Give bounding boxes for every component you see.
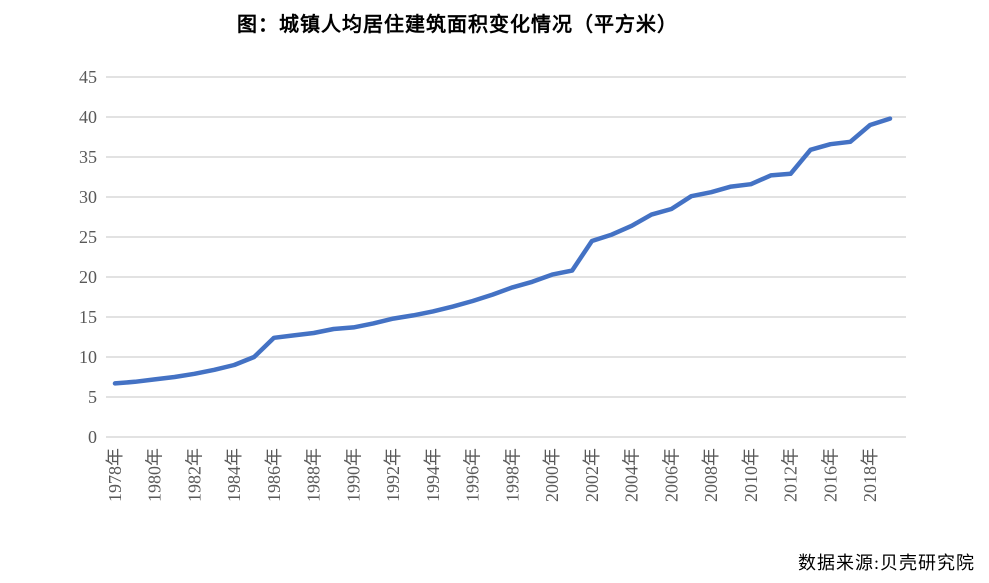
y-axis-tick-label: 10 (79, 347, 97, 367)
x-axis-tick-label: 2002年 (582, 448, 602, 502)
y-axis-tick-label: 20 (79, 267, 97, 287)
x-axis-tick-label: 1978年 (105, 448, 125, 502)
x-axis-tick-label: 1986年 (264, 448, 284, 502)
x-axis-tick-label: 1992年 (383, 448, 403, 502)
x-axis-tick-label: 1998年 (502, 448, 522, 502)
x-axis-tick-label: 2008年 (701, 448, 721, 502)
data-source-note: 数据来源:贝壳研究院 (797, 553, 975, 573)
y-axis-tick-label: 5 (88, 387, 97, 407)
chart-title: 图：城镇人均居住建筑面积变化情况（平方米） (237, 14, 678, 36)
x-axis-tick-label: 2018年 (860, 448, 880, 502)
x-axis-tick-label: 2000年 (542, 448, 562, 502)
x-axis-tick-label: 1994年 (423, 448, 443, 502)
y-axis-tick-label: 15 (79, 307, 97, 327)
y-axis-tick-label: 35 (79, 147, 97, 167)
x-axis-tick-label: 1982年 (184, 448, 204, 502)
y-axis-tick-label: 30 (79, 187, 97, 207)
x-axis-tick-label: 1988年 (304, 448, 324, 502)
x-axis-tick-label: 1980年 (145, 448, 165, 502)
x-axis-tick-label: 1996年 (463, 448, 483, 502)
x-axis-tick-label: 1984年 (224, 448, 244, 502)
x-axis-tick-label: 2012年 (781, 448, 801, 502)
x-axis-tick-label: 2004年 (622, 448, 642, 502)
x-axis-tick-label: 2010年 (741, 448, 761, 502)
x-axis-tick-label: 2006年 (661, 448, 681, 502)
y-axis-tick-label: 45 (79, 67, 97, 87)
y-axis-tick-label: 25 (79, 227, 97, 247)
data-series-line (112, 116, 893, 386)
x-axis-tick-label: 1990年 (343, 448, 363, 502)
x-axis-tick-label: 2016年 (820, 448, 840, 502)
y-axis-tick-label: 0 (88, 427, 97, 447)
y-axis-tick-label: 40 (79, 107, 97, 127)
